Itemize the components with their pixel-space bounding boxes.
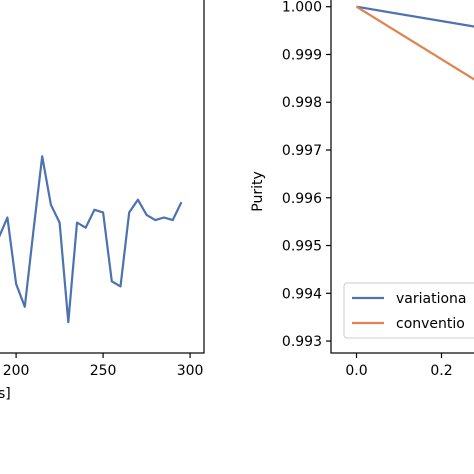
right-y-tick-label: 0.997 (282, 143, 322, 159)
right-y-tick-label: 0.998 (282, 95, 322, 111)
left-x-tick-label: 200 (3, 363, 30, 379)
left-x-axis-label: s] (0, 386, 11, 402)
right-y-tick-label: 0.999 (282, 47, 322, 63)
right-y-axis-label: Purity (250, 171, 266, 212)
right-plot-frame (330, 0, 474, 354)
right-x-tick-label: 0.2 (430, 363, 452, 379)
right-x-axis: 0.0 0.2 (345, 353, 453, 379)
left-x-axis: 200 250 300 (3, 353, 204, 379)
legend: variationa conventio (343, 282, 474, 339)
right-series-line (355, 5, 474, 81)
right-y-tick-label: 0.993 (282, 334, 322, 350)
left-series-line (0, 155, 183, 324)
legend-box (343, 282, 474, 339)
right-series-group (355, 5, 474, 81)
right-x-tick-label: 0.0 (345, 363, 367, 379)
left-plot-frame (0, 0, 205, 354)
left-x-tick-label: 250 (90, 363, 117, 379)
right-chart-panel: 0.993 0.994 0.995 0.996 0.997 0.998 0.999 1.000… (250, 0, 474, 379)
left-x-tick-label: 300 (177, 363, 204, 379)
left-chart-panel: 200 250 300 s] (0, 0, 205, 402)
right-series-line (356, 5, 474, 28)
right-y-tick-label: 0.996 (282, 191, 322, 207)
legend-entry-label: conventio (396, 316, 465, 332)
legend-entry-label: variationa (396, 291, 467, 307)
right-y-tick-label: 1.000 (282, 0, 322, 16)
right-y-tick-label: 0.995 (282, 239, 322, 255)
right-y-axis: 0.993 0.994 0.995 0.996 0.997 0.998 0.999 1.000 (282, 0, 331, 350)
left-series-group (0, 155, 183, 324)
right-y-tick-label: 0.994 (282, 286, 322, 302)
